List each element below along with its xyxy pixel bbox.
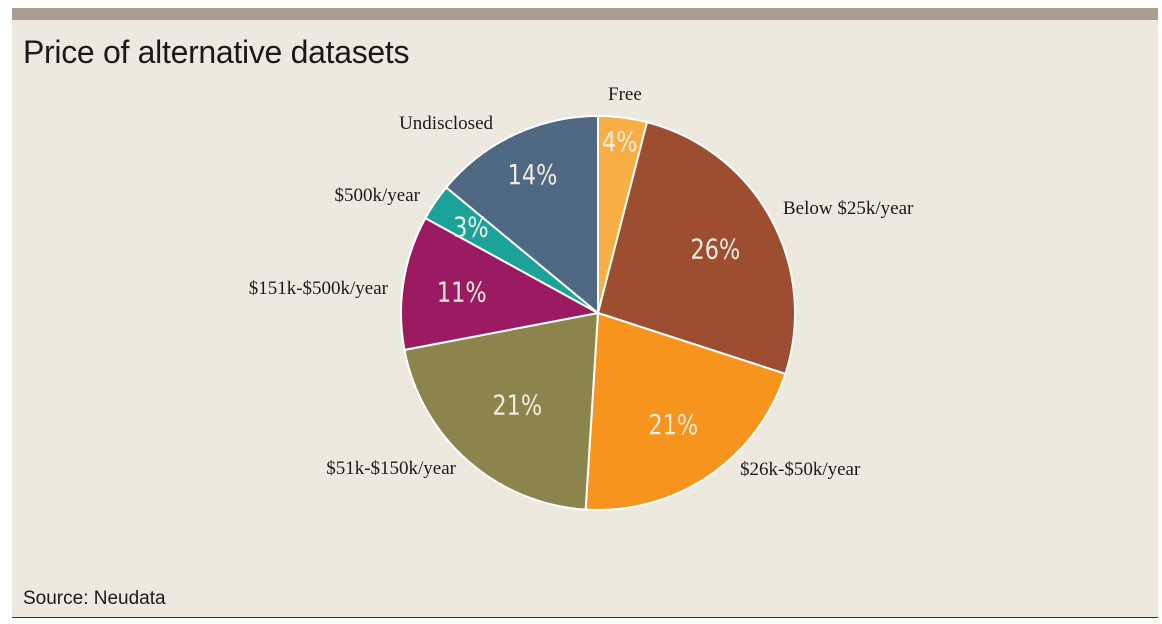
percent-label-0: 4% (602, 125, 638, 158)
top-rule (12, 8, 1158, 20)
pie-slice-1 (596, 120, 796, 376)
category-labels: Free Below $25k/year $26k-$50k/year $51k-$1… (249, 84, 914, 480)
pie-slice-2 (584, 311, 787, 511)
percent-label-5: 3% (453, 210, 489, 243)
percent-label-6: 14% (508, 157, 558, 190)
category-label-1: Below $25k/year (783, 198, 914, 219)
pie-slice-3 (403, 311, 600, 511)
chart-title: Price of alternative datasets (23, 34, 410, 70)
category-label-6: Undisclosed (399, 113, 493, 134)
pie-slice-6 (444, 114, 599, 316)
percent-label-2: 21% (648, 407, 698, 440)
source-note: Source: Neudata (23, 588, 166, 609)
category-label-2: $26k-$50k/year (740, 459, 861, 480)
category-label-0: Free (608, 84, 642, 105)
category-label-3: $51k-$150k/year (326, 458, 456, 479)
pie-slice-4 (400, 216, 601, 352)
percent-label-3: 21% (492, 388, 542, 421)
pie-slices (400, 114, 796, 511)
pie-chart: 4% 26% 21% 21% 11% 3% 14% Free Below $25k/year $… (249, 84, 914, 511)
percent-labels: 4% 26% 21% 21% 11% 3% 14% (437, 125, 740, 441)
percent-label-4: 11% (437, 275, 487, 308)
chart-panel: Price of alternative datasets 4% 26% 21% 21… (12, 8, 1158, 618)
percent-label-1: 26% (691, 232, 741, 265)
category-label-4: $151k-$500k/year (249, 278, 389, 299)
category-label-5: $500k/year (335, 185, 421, 206)
